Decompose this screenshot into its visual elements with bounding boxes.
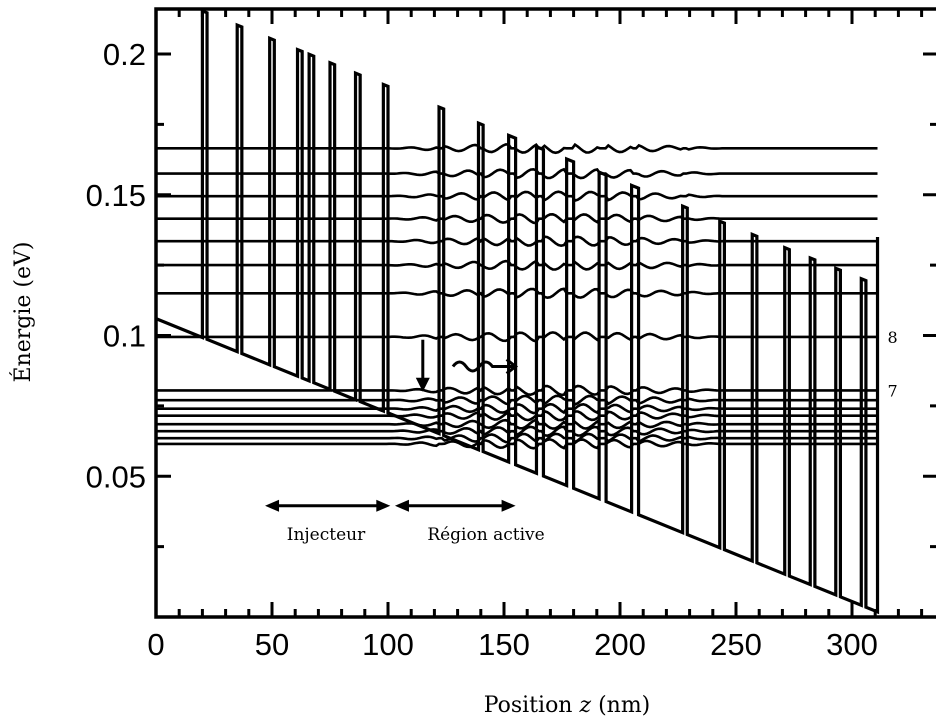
y-tick-label: 0.1	[103, 319, 146, 354]
active-region-arrow-head-left	[394, 499, 409, 512]
subband-level	[156, 167, 878, 180]
subband-level	[156, 287, 878, 300]
axes: 0 50 100 150 200 250 300 0.05 0.1 0.15 0.2	[86, 9, 936, 662]
subband-level	[156, 190, 878, 203]
active-region-arrow-head-right	[501, 499, 516, 512]
x-tick-label: 50	[255, 627, 289, 662]
subband-level	[156, 432, 878, 444]
subband-level	[156, 142, 878, 155]
subband-level	[156, 425, 878, 438]
subband-level	[156, 331, 878, 343]
photon-arrow-head	[505, 358, 519, 375]
subband-level	[156, 402, 878, 415]
y-tick-label: 0.05	[86, 459, 146, 494]
x-tick-label: 0	[147, 627, 164, 662]
plot-frame	[154, 7, 936, 619]
subband-level	[156, 235, 878, 248]
x-tick-label: 300	[826, 627, 878, 662]
subband-label: 7	[888, 381, 898, 400]
subband-level	[156, 384, 878, 397]
injector-arrow-head-right	[376, 499, 391, 512]
y-tick-label: 0.2	[103, 37, 146, 72]
subband-level	[156, 259, 878, 271]
transition-arrow-head	[415, 377, 430, 392]
x-axis-title: Position z (nm)	[484, 693, 651, 718]
x-tick-label: 150	[478, 627, 530, 662]
plot-area: 87	[155, 8, 898, 615]
subband-level	[156, 438, 878, 450]
subband-level	[156, 394, 878, 407]
subband-level	[156, 418, 878, 430]
x-tick-label: 250	[710, 627, 762, 662]
subband-level	[156, 409, 878, 422]
active-region-label: Région active	[427, 525, 544, 545]
y-tick-label: 0.15	[86, 178, 146, 213]
injector-arrow-head-left	[265, 499, 280, 512]
x-tick-label: 200	[594, 627, 646, 662]
photon-wave-arrow	[451, 360, 516, 373]
y-axis-title: Énergie (eV)	[9, 242, 36, 383]
conduction-band-profile	[155, 8, 880, 615]
subband-level	[156, 212, 878, 225]
subband-label: 8	[888, 328, 898, 347]
injector-label: Injecteur	[287, 525, 366, 545]
x-tick-label: 100	[362, 627, 414, 662]
